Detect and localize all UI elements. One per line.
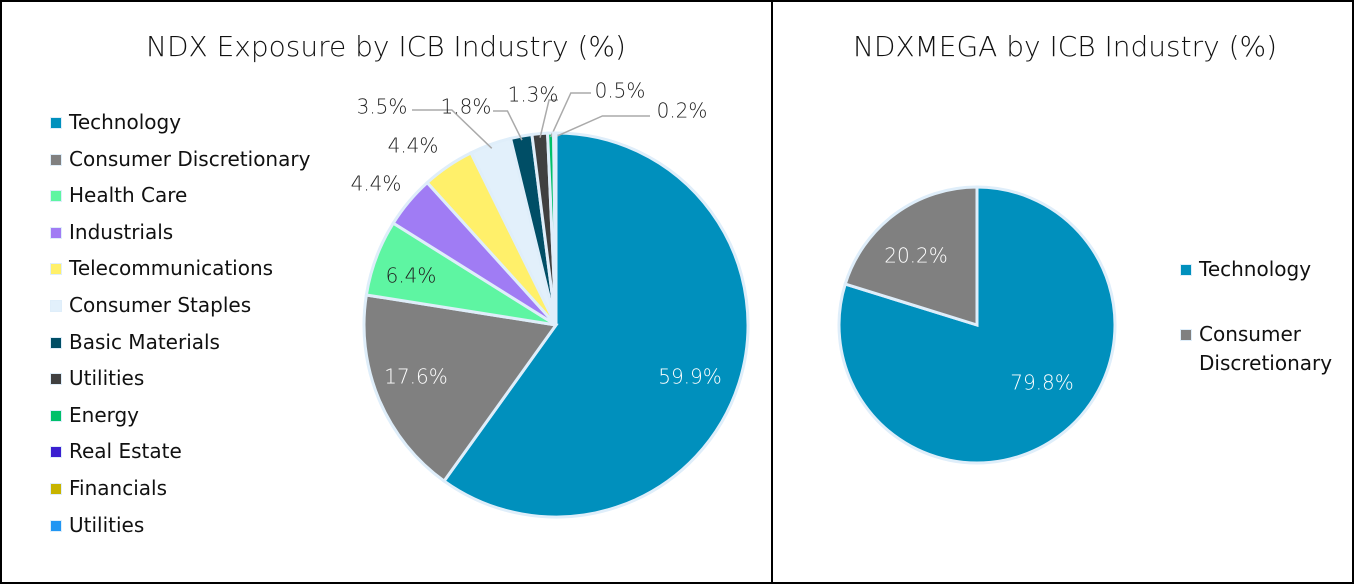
legend-swatch xyxy=(1180,264,1192,276)
legend-label: Basic Materials xyxy=(69,329,220,354)
legend-swatch xyxy=(50,299,62,312)
legend-swatch xyxy=(50,519,62,532)
legend-item: Consumer Discretionary xyxy=(50,141,350,178)
legend-label: Health Care xyxy=(69,183,188,208)
legend-label: Telecommunications xyxy=(69,256,274,281)
legend-label: Consumer Staples xyxy=(69,292,252,317)
legend-swatch xyxy=(50,373,62,386)
legend-swatch xyxy=(1180,329,1192,341)
leader-line xyxy=(412,109,493,149)
legend-swatch xyxy=(50,409,62,422)
legend-item: Telecommunications xyxy=(50,250,350,287)
data-label: 1.3% xyxy=(508,83,559,107)
legend-swatch xyxy=(50,226,62,239)
data-label: 3.5% xyxy=(357,95,408,119)
legend-label: Industrials xyxy=(69,219,174,244)
leader-line xyxy=(539,99,558,138)
legend-swatch xyxy=(50,117,62,129)
legend-item: Consumer Discretionary xyxy=(1180,320,1354,378)
data-label: 0.2% xyxy=(657,99,708,123)
pie-slice xyxy=(362,293,559,484)
legend-swatch xyxy=(50,153,62,166)
pie-slice xyxy=(442,131,750,519)
legend-item: Industrials xyxy=(50,214,350,251)
legend-item: Health Care xyxy=(50,177,350,214)
legend-label: Technology xyxy=(1199,257,1312,281)
leader-line xyxy=(493,110,523,141)
legend: Technology Consumer Discretionary Health C… xyxy=(50,104,350,543)
data-label: 0.5% xyxy=(595,79,646,103)
legend-swatch xyxy=(50,336,62,349)
legend-label: Consumer Discretionary xyxy=(1199,322,1333,375)
data-label: 17.6% xyxy=(384,365,448,389)
legend-item: Utilities xyxy=(50,507,350,544)
data-label: 6.4% xyxy=(386,264,437,288)
legend-item: Utilities xyxy=(50,360,350,397)
data-label: 4.4% xyxy=(351,172,402,196)
data-label: 4.4% xyxy=(388,134,439,158)
chart-title: NDX Exposure by ICB Industry (%) xyxy=(146,30,626,63)
pie-slice xyxy=(843,185,979,328)
data-label: 20.2% xyxy=(884,244,948,268)
data-label: 79.8% xyxy=(1010,371,1074,395)
legend-swatch xyxy=(50,482,62,495)
legend-item: Basic Materials xyxy=(50,324,350,361)
legend-label: Real Estate xyxy=(69,439,182,464)
legend-swatch xyxy=(50,446,62,459)
chart-title: NDXMEGA by ICB Industry (%) xyxy=(853,30,1277,63)
legend-item: Real Estate xyxy=(50,433,350,470)
legend-item: Energy xyxy=(50,397,350,434)
legend-label: Technology xyxy=(69,110,182,134)
legend-item: Financials xyxy=(50,470,350,507)
legend-swatch xyxy=(50,190,62,203)
leader-line xyxy=(550,92,591,138)
legend-swatch xyxy=(50,263,62,276)
legend-label: Financials xyxy=(69,475,167,500)
leader-line xyxy=(554,115,650,138)
data-label: 59.9% xyxy=(658,365,722,389)
data-label: 1.8% xyxy=(441,95,492,119)
legend-label: Consumer Discretionary xyxy=(69,146,311,171)
legend-label: Utilities xyxy=(69,512,145,537)
legend-item: Consumer Staples xyxy=(50,287,350,324)
legend-label: Energy xyxy=(69,402,140,427)
legend: Technology Consumer Discretionary xyxy=(1180,255,1354,414)
legend-item: Technology xyxy=(1180,255,1354,284)
legend-label: Utilities xyxy=(69,366,145,391)
legend-item: Technology xyxy=(50,104,350,141)
